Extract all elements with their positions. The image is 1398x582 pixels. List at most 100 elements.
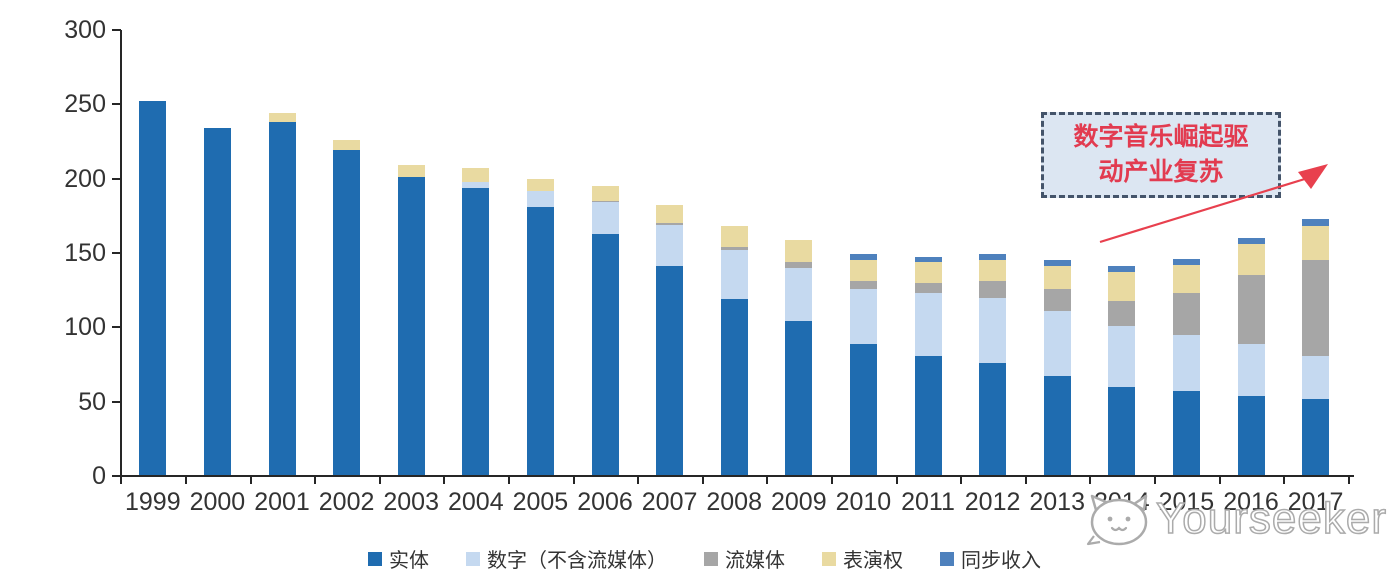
x-axis-tick bbox=[443, 476, 446, 484]
x-axis-label: 2015 bbox=[1158, 488, 1215, 516]
y-axis-tick bbox=[112, 177, 121, 180]
legend-item-digital-excl-streaming: 数字（不含流媒体） bbox=[466, 544, 667, 573]
x-axis-tick bbox=[701, 476, 704, 484]
bar-segment-sync-revenue bbox=[1043, 260, 1071, 267]
bar-segment-sync-revenue bbox=[849, 254, 877, 261]
x-axis-label: 2017 bbox=[1287, 488, 1344, 516]
bar-segment-performance-rights bbox=[1302, 226, 1330, 261]
bar-segment-physical bbox=[979, 363, 1007, 476]
bar-segment-streaming bbox=[1302, 260, 1330, 356]
bar-segment-digital-excl-streaming bbox=[979, 297, 1007, 363]
bar-segment-performance-rights bbox=[1172, 264, 1200, 294]
bar-segment-performance-rights bbox=[1108, 272, 1136, 301]
bar-segment-physical bbox=[268, 122, 296, 476]
bar-segment-digital-excl-streaming bbox=[1237, 343, 1265, 396]
bar-segment-performance-rights bbox=[656, 205, 684, 224]
bar-segment-physical bbox=[1108, 386, 1136, 476]
legend-label-digital-excl-streaming: 数字（不含流媒体） bbox=[487, 550, 667, 572]
annotation-box: 数字音乐崛起驱 动产业复苏 bbox=[1041, 112, 1281, 198]
bar-segment-performance-rights bbox=[914, 261, 942, 283]
chart-legend: 实体 数字（不含流媒体） 流媒体 表演权 同步收入 bbox=[368, 544, 1041, 573]
x-axis-label: 2009 bbox=[770, 488, 827, 516]
bar-segment-digital-excl-streaming bbox=[1043, 310, 1071, 377]
y-axis-tick bbox=[112, 400, 121, 403]
legend-swatch-streaming bbox=[704, 551, 718, 566]
x-axis-tick bbox=[1153, 476, 1156, 484]
bar-segment-physical bbox=[720, 299, 748, 476]
bar-segment-physical bbox=[333, 150, 361, 476]
x-axis-tick bbox=[1218, 476, 1221, 484]
legend-swatch-physical bbox=[368, 551, 382, 566]
bar-segment-streaming bbox=[785, 261, 813, 268]
bar-segment-streaming bbox=[849, 281, 877, 289]
bar-segment-sync-revenue bbox=[1302, 218, 1330, 227]
x-axis-label: 2012 bbox=[964, 488, 1021, 516]
x-axis-label: 2001 bbox=[254, 488, 310, 516]
bar-segment-physical bbox=[1237, 395, 1265, 476]
bar-segment-performance-rights bbox=[1043, 266, 1071, 289]
x-axis-tick bbox=[895, 476, 898, 484]
x-axis-tick bbox=[314, 476, 317, 484]
x-axis-label: 2000 bbox=[189, 488, 246, 516]
x-axis-tick bbox=[637, 476, 640, 484]
bar-segment-streaming bbox=[656, 223, 684, 225]
x-axis-tick bbox=[184, 476, 187, 484]
bar-segment-performance-rights bbox=[979, 260, 1007, 282]
x-axis-label: 2002 bbox=[318, 488, 375, 516]
x-axis-label: 2013 bbox=[1029, 488, 1085, 516]
bar-segment-sync-revenue bbox=[1237, 238, 1265, 245]
x-axis-tick bbox=[120, 476, 123, 484]
bar-segment-physical bbox=[203, 128, 231, 476]
legend-label-physical: 实体 bbox=[389, 550, 429, 572]
annotation-line-1: 数字音乐崛起驱 bbox=[1073, 123, 1249, 151]
legend-label-performance-rights: 表演权 bbox=[843, 550, 903, 572]
bar-segment-physical bbox=[849, 343, 877, 476]
x-axis-tick bbox=[766, 476, 769, 484]
bar-segment-performance-rights bbox=[591, 186, 619, 201]
y-axis-tick bbox=[112, 326, 121, 329]
bar-segment-digital-excl-streaming bbox=[849, 288, 877, 344]
bar-segment-sync-revenue bbox=[914, 257, 942, 262]
y-axis-tick-label: 100 bbox=[64, 313, 106, 342]
bar-segment-digital-excl-streaming bbox=[1302, 355, 1330, 399]
bar-segment-performance-rights bbox=[268, 113, 296, 123]
x-axis-tick bbox=[378, 476, 381, 484]
bar-segment-performance-rights bbox=[1237, 244, 1265, 276]
bar-segment-streaming bbox=[914, 282, 942, 294]
legend-item-physical: 实体 bbox=[368, 544, 429, 573]
watermark-text: Yourseeker bbox=[1155, 493, 1387, 544]
bar-segment-physical bbox=[397, 177, 425, 476]
annotation-arrow bbox=[1099, 164, 1328, 244]
bar-segment-sync-revenue bbox=[979, 254, 1007, 261]
legend-item-streaming: 流媒体 bbox=[704, 544, 785, 573]
y-axis-tick-label: 150 bbox=[64, 239, 106, 267]
x-axis-label: 2011 bbox=[901, 488, 955, 516]
bar-segment-sync-revenue bbox=[1172, 258, 1200, 265]
bar-segment-digital-excl-streaming bbox=[526, 190, 554, 207]
y-axis-tick-label: 300 bbox=[64, 16, 106, 44]
legend-swatch-sync-revenue bbox=[940, 551, 954, 566]
x-axis-label: 1999 bbox=[124, 488, 181, 516]
y-axis-tick bbox=[112, 103, 121, 106]
bar-segment-physical bbox=[462, 187, 490, 476]
x-axis-tick bbox=[507, 476, 510, 484]
bar-segment-digital-excl-streaming bbox=[462, 181, 490, 188]
bar-segment-performance-rights bbox=[397, 165, 425, 178]
bar-segment-streaming bbox=[1172, 293, 1200, 335]
x-axis-label: 2007 bbox=[641, 488, 698, 516]
x-axis-tick bbox=[960, 476, 963, 484]
bar-segment-streaming bbox=[1237, 275, 1265, 344]
bar-segment-physical bbox=[1043, 376, 1071, 476]
x-axis-tick bbox=[249, 476, 252, 484]
bar-segment-performance-rights bbox=[785, 239, 813, 262]
bar-segment-physical bbox=[1172, 391, 1200, 476]
bar-segment-digital-excl-streaming bbox=[1172, 334, 1200, 392]
bar-segment-physical bbox=[914, 355, 942, 476]
bar-segment-performance-rights bbox=[720, 226, 748, 248]
legend-item-performance-rights: 表演权 bbox=[822, 544, 903, 573]
bar-segment-streaming bbox=[591, 200, 619, 203]
x-axis-label: 2005 bbox=[512, 488, 569, 516]
bar-segment-digital-excl-streaming bbox=[785, 267, 813, 322]
x-axis-label: 2003 bbox=[383, 488, 439, 516]
